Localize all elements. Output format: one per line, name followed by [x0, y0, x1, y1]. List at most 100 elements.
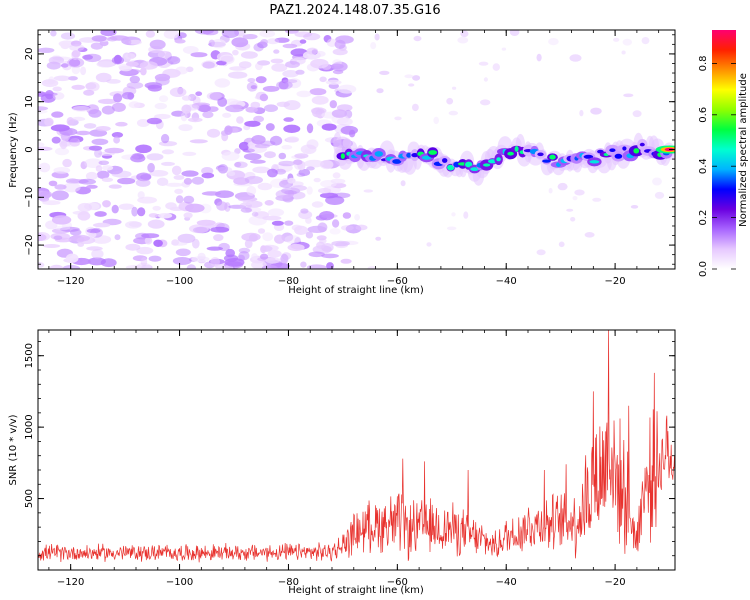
heatmap-cell: [210, 257, 221, 267]
heatmap-cell: [326, 38, 337, 47]
heatmap-cell: [174, 39, 186, 44]
heatmap-cell: [250, 85, 257, 90]
heatmap-cell: [284, 235, 301, 244]
heatmap-cell: [113, 93, 123, 103]
heatmap-cell: [259, 30, 276, 38]
heatmap-cell: [285, 61, 300, 68]
heatmap-cell: [433, 116, 440, 125]
heatmap-cell: [217, 97, 228, 107]
heatmap-cell: [652, 177, 662, 186]
heatmap-cell: [128, 39, 142, 45]
heatmap-cell: [294, 225, 308, 235]
heatmap-cell: [221, 30, 239, 38]
heatmap-cell: [48, 56, 65, 65]
heatmap-cell: [283, 117, 294, 122]
heatmap-cell: [274, 234, 285, 244]
heatmap-cell: [240, 51, 258, 59]
y-tick-label: 1500: [24, 343, 35, 368]
heatmap-cell: [262, 232, 274, 242]
heatmap-cell: [227, 171, 236, 177]
heatmap-cell: [140, 174, 152, 180]
heatmap-cell: [442, 158, 448, 163]
heatmap-cell: [40, 190, 52, 198]
heatmap-cell: [558, 241, 565, 248]
heatmap-cell: [202, 61, 215, 69]
heatmap-cell: [193, 226, 208, 234]
heatmap-cell: [174, 188, 184, 194]
colorbar-ticks: 0.0 0.2 0.4 0.6 0.8: [698, 55, 736, 277]
heatmap-cell: [38, 262, 45, 268]
heatmap-cell: [171, 110, 186, 117]
heatmap-cell: [51, 136, 61, 144]
spectrogram-y-label: Frequency (Hz): [8, 112, 19, 188]
heatmap-cell: [451, 212, 456, 217]
heatmap-cell: [95, 165, 103, 172]
heatmap-cell: [95, 126, 111, 132]
heatmap-cell: [413, 35, 422, 42]
heatmap-cell: [154, 102, 167, 110]
x-tick-label: −80: [278, 577, 299, 588]
heatmap-cell: [408, 83, 415, 87]
heatmap-cell: [295, 69, 305, 75]
heatmap-cell: [224, 125, 233, 135]
heatmap-cell: [177, 233, 196, 244]
heatmap-cell: [406, 152, 412, 158]
heatmap-cell: [240, 207, 252, 213]
snr-axes-frame: [37, 329, 676, 571]
heatmap-cell: [274, 37, 290, 43]
heatmap-cell: [86, 246, 103, 251]
heatmap-cell: [210, 226, 230, 233]
heatmap-cell: [192, 238, 200, 249]
heatmap-cell: [621, 50, 626, 55]
heatmap-cell: [264, 151, 276, 159]
heatmap-cell: [241, 232, 261, 242]
heatmap-cell: [77, 202, 93, 212]
heatmap-cell: [254, 143, 270, 149]
heatmap-cell: [259, 93, 269, 102]
heatmap-cell: [41, 79, 59, 88]
y-tick-label: −10: [24, 187, 35, 208]
heatmap-cell: [137, 207, 146, 217]
heatmap-cell: [280, 253, 289, 264]
heatmap-cell: [191, 256, 210, 262]
spectrogram-x-label: Height of straight line (km): [288, 285, 424, 296]
heatmap-cell: [633, 148, 640, 154]
heatmap-cell: [59, 140, 68, 150]
colorbar-gradient: [712, 30, 736, 269]
heatmap-cell: [483, 163, 491, 167]
heatmap-cell: [276, 101, 290, 108]
heatmap-cell: [319, 76, 327, 83]
heatmap-cell: [115, 121, 128, 127]
heatmap-cell: [329, 228, 341, 235]
heatmap-cell: [446, 226, 457, 231]
heatmap-cell: [370, 42, 377, 50]
heatmap-cell: [38, 47, 55, 53]
heatmap-cell: [306, 139, 319, 150]
heatmap-cell: [88, 232, 97, 238]
heatmap-cell: [83, 89, 95, 96]
heatmap-cell: [51, 111, 64, 118]
heatmap-cell: [98, 160, 110, 166]
heatmap-cell: [208, 39, 215, 47]
heatmap-cell: [300, 261, 307, 268]
heatmap-cell: [109, 35, 129, 41]
heatmap-cell: [583, 154, 594, 159]
heatmap-cell: [260, 253, 269, 260]
heatmap-cell: [70, 234, 91, 242]
heatmap-cell: [609, 148, 616, 152]
heatmap-cell: [244, 239, 253, 249]
heatmap-cell: [421, 155, 432, 160]
heatmap-cell: [308, 251, 325, 258]
heatmap-cell: [171, 165, 182, 176]
heatmap-cell: [375, 236, 382, 241]
heatmap-cell: [271, 220, 284, 226]
heatmap-cell: [284, 220, 294, 226]
heatmap-cell: [412, 103, 419, 112]
heatmap-cell: [130, 154, 146, 163]
heatmap-cell: [536, 53, 542, 62]
heatmap-cell: [310, 58, 329, 69]
heatmap-cell: [304, 159, 324, 168]
heatmap-cell: [299, 39, 307, 44]
heatmap-cell: [71, 116, 86, 122]
heatmap-cell: [159, 95, 169, 103]
